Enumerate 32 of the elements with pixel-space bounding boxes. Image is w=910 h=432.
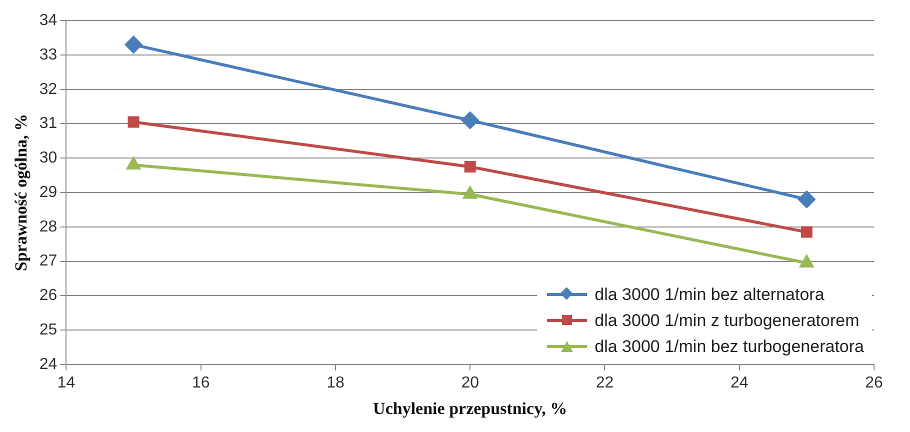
point: [464, 160, 476, 172]
point: [125, 36, 142, 54]
point: [463, 186, 477, 199]
x-tick-label: 20: [461, 374, 480, 392]
legend-label: dla 3000 1/min bez turbogeneratora: [594, 337, 864, 356]
y-tick-label: 32: [39, 80, 58, 98]
y-tick-label: 26: [39, 287, 58, 304]
y-tick-label: 31: [39, 115, 58, 132]
y-tick-label: 33: [39, 46, 58, 64]
y-tick-label: 30: [39, 150, 58, 167]
y-tick-label: 29: [39, 184, 58, 201]
legend-label: dla 3000 1/min z turbogeneratorem: [594, 311, 860, 330]
point: [798, 190, 816, 208]
y-axis-title: Sprawność ogólna, %: [12, 114, 31, 272]
x-tick-label: 26: [865, 374, 883, 392]
x-tick-label: 14: [57, 374, 76, 392]
point: [800, 226, 812, 238]
y-tick-label: 28: [39, 218, 58, 236]
point: [126, 157, 140, 170]
legend-label: dla 3000 1/min bez alternatora: [594, 285, 824, 304]
x-tick-label: 18: [326, 374, 344, 392]
point: [800, 255, 814, 268]
point: [128, 116, 140, 128]
y-tick-label: 25: [39, 321, 58, 338]
y-tick-label: 27: [39, 252, 58, 270]
y-tick-label: 34: [39, 12, 58, 30]
y-tick-label: 24: [39, 356, 58, 373]
x-axis-title: Uchylenie przepustnicy, %: [373, 399, 568, 418]
x-tick-label: 16: [192, 374, 210, 392]
point: [462, 112, 479, 129]
x-tick-label: 24: [730, 374, 748, 392]
x-tick-label: 22: [596, 374, 614, 392]
